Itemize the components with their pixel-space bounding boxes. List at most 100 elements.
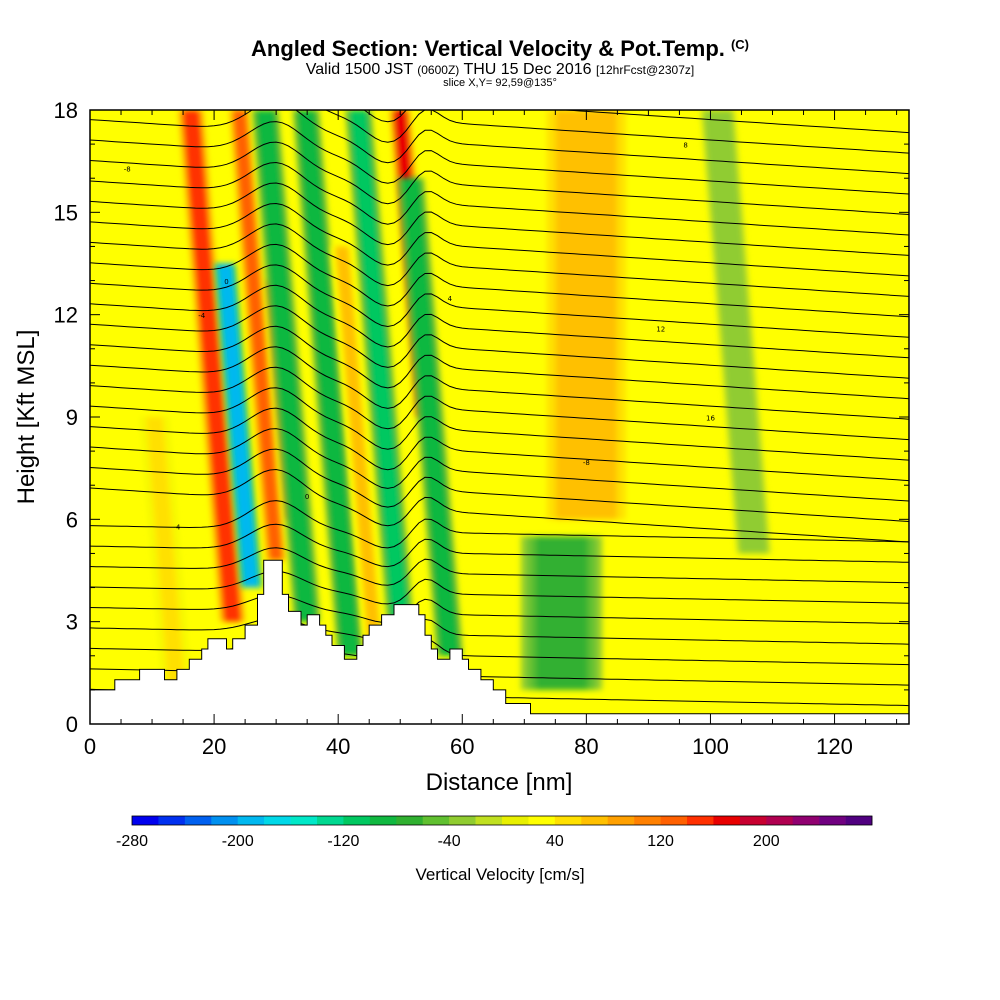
updraft-1 (177, 110, 247, 622)
colorbar-swatch (264, 816, 291, 825)
contour-26 (90, 121, 909, 195)
contour-14 (90, 366, 909, 441)
contour-15 (90, 346, 909, 420)
contour-6 (90, 547, 909, 586)
colorbar: -280 -200 -120 -40 40 120 200 (116, 815, 873, 850)
contour-8 (90, 500, 909, 549)
colorbar-swatch (475, 816, 503, 825)
contour-20 (90, 243, 909, 318)
contour-label: -8 (124, 165, 131, 173)
y-tick-label: 0 (66, 712, 78, 737)
colorbar-swatch (502, 816, 529, 825)
x-tick-label: 120 (816, 734, 853, 759)
x-tick-label: 40 (326, 734, 350, 759)
contour-19 (90, 264, 909, 338)
colorbar-tick-label: -40 (438, 833, 461, 850)
contour-11 (90, 428, 909, 502)
colorbar-tick-label: 40 (546, 833, 564, 850)
contour-label: -8 (583, 459, 590, 467)
contour-label: 0 (305, 493, 309, 501)
contour-13 (90, 387, 909, 461)
colorbar-swatch (581, 816, 609, 825)
title-unit: (C) (730, 37, 749, 52)
downdraft-5 (251, 110, 321, 622)
y-tick-label: 9 (66, 405, 78, 430)
contour-25 (90, 141, 909, 215)
contour-label: -4 (198, 312, 206, 320)
colorbar-label: Vertical Velocity [cm/s] (415, 865, 584, 884)
x-tick-label: 80 (574, 734, 598, 759)
colorbar-tick-label: 120 (647, 833, 674, 850)
contour-label: 16 (706, 414, 715, 422)
colorbar-swatch (317, 816, 344, 825)
colorbar-swatch (132, 816, 159, 825)
colorbar-tick-label: -120 (327, 833, 359, 850)
colorbar-frame (131, 815, 873, 826)
contour-17 (90, 305, 909, 379)
downdraft-12 (520, 536, 603, 690)
colorbar-swatch (290, 816, 318, 825)
contour-label: -4 (173, 524, 181, 532)
colorbar-tick-label: -200 (222, 833, 254, 850)
contour-10 (90, 448, 909, 522)
downdraft-8 (344, 110, 414, 622)
contour-9 (90, 468, 909, 543)
subtitle-valid: Valid 1500 JST (305, 61, 413, 78)
contour-3 (90, 617, 909, 645)
y-tick-label: 6 (66, 507, 78, 532)
y-axis-label: Height [Kft MSL] (13, 330, 40, 505)
subtitle-utc: (0600Z) (417, 63, 460, 77)
contour-23 (90, 182, 909, 256)
contour-label: 12 (656, 326, 665, 334)
contour-7 (90, 523, 909, 568)
contour-label: 8 (683, 142, 687, 150)
contour-label: 4 (448, 295, 453, 303)
contour-label: 0 (224, 278, 228, 286)
x-axis-label: Distance [nm] (426, 769, 573, 796)
colorbar-swatch (792, 816, 820, 825)
x-tick-label: 0 (84, 734, 96, 759)
y-tick-label: 3 (66, 610, 78, 635)
contour-22 (90, 202, 909, 277)
colorbar-swatch (819, 816, 846, 825)
updraft-0 (141, 417, 191, 690)
updraft-3 (228, 110, 287, 561)
velocity-field (90, 110, 909, 724)
colorbar-swatch (158, 816, 186, 825)
contour-16 (90, 325, 909, 400)
plot-area: -8 -4 0 4 8 12 16 -8 -4 0 (90, 110, 909, 724)
subtitle-forecast: [12hrFcst@2307z] (595, 63, 695, 77)
colorbar-swatch (634, 816, 661, 825)
x-tick-label: 60 (450, 734, 474, 759)
colorbar-swatch (766, 816, 794, 825)
contour-27 (90, 110, 909, 175)
colorbar-swatch (343, 816, 371, 825)
x-tick-label: 100 (692, 734, 729, 759)
contour-24 (90, 161, 909, 236)
colorbar-swatch (528, 816, 556, 825)
colorbar-swatch (369, 816, 397, 825)
colorbar-swatch (713, 816, 741, 825)
colorbar-swatch (422, 816, 450, 825)
contour-5 (90, 570, 909, 605)
y-tick-label: 15 (54, 200, 78, 225)
colorbar-swatch (660, 816, 688, 825)
potential-temperature-contours: -8 -4 0 4 8 12 16 -8 -4 0 (90, 110, 909, 707)
contour-18 (90, 284, 909, 359)
contour-4 (90, 594, 909, 625)
terrain-profile (90, 559, 909, 724)
colorbar-swatch (237, 816, 265, 825)
contour-29 (363, 110, 909, 134)
colorbar-swatch (845, 816, 873, 825)
chart-subtitle: Valid 1500 JST (0600Z) THU 15 Dec 2016 [… (0, 61, 1000, 79)
x-tick-label: 20 (202, 734, 226, 759)
chart-title: Angled Section: Vertical Velocity & Pot.… (251, 36, 749, 61)
downdraft-6 (292, 110, 365, 656)
terrain (90, 559, 909, 724)
colorbar-swatch (739, 816, 767, 825)
colorbar-swatch (607, 816, 635, 825)
contour-21 (90, 223, 909, 297)
colorbar-swatch (449, 816, 476, 825)
